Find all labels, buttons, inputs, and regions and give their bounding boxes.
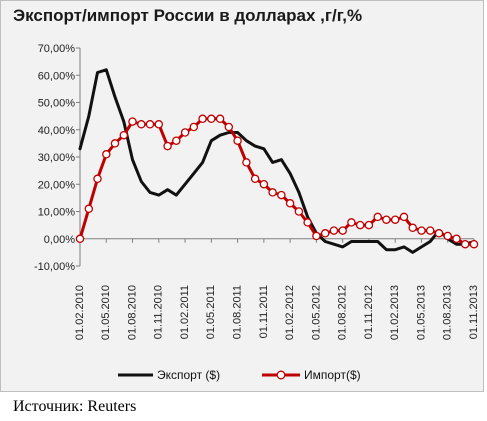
x-tick-label: 01.02.2012	[284, 285, 296, 340]
x-tick-label: 01.05.2013	[415, 285, 427, 340]
y-tick-label: 40,00%	[38, 125, 76, 137]
import-data-point	[137, 120, 146, 129]
legend-import-label: Импорт($)	[304, 368, 361, 382]
y-tick-label: 20,00%	[38, 179, 76, 191]
legend-import-marker	[276, 370, 286, 380]
import-data-point	[84, 204, 94, 214]
import-data-point	[364, 220, 374, 230]
import-data-point	[425, 226, 435, 235]
y-tick-label: 30,00%	[38, 152, 76, 164]
x-tick-label: 01.05.2010	[100, 285, 112, 340]
import-data-point	[373, 212, 382, 222]
import-data-point	[329, 226, 339, 235]
series-layer	[75, 68, 479, 254]
import-data-point	[434, 229, 444, 238]
import-data-point	[469, 239, 479, 249]
x-tick-label: 01.05.2011	[205, 285, 217, 339]
import-data-point	[242, 158, 251, 167]
y-tick-label: 50,00%	[38, 98, 76, 110]
x-tick-label: 01.11.2012	[363, 285, 375, 339]
import-data-point	[224, 122, 234, 132]
x-tick-label: 01.08.2012	[337, 285, 349, 340]
x-tick-label: 01.11.2011	[258, 285, 270, 338]
import-data-point	[102, 150, 111, 159]
import-data-point	[259, 179, 269, 189]
x-tick-label: 01.08.2013	[442, 285, 454, 340]
chart-title: Экспорт/импорт России в долларах ,г/г,%	[13, 6, 363, 25]
import-data-point	[452, 234, 461, 244]
y-tick-label: -10,00%	[34, 261, 75, 273]
import-data-point	[294, 207, 304, 216]
y-tick-label: 0,00%	[44, 234, 75, 246]
import-data-point	[417, 226, 426, 235]
import-data-point	[320, 229, 330, 238]
x-tick-label: 01.02.2013	[389, 285, 401, 340]
import-data-point	[207, 114, 216, 124]
import-data-point	[128, 117, 137, 126]
import-data-point	[154, 120, 164, 129]
import-data-point	[355, 220, 365, 230]
line-chart: -10,00% 0,00% 10,00% 20,00% 30,00% 40,00% 50,0…	[34, 43, 480, 382]
x-tick-label: 01.08.2011	[232, 285, 244, 339]
import-data-point	[119, 130, 129, 140]
import-data-point	[338, 226, 347, 235]
import-data-point	[110, 139, 120, 148]
x-axis: 01.02.2010 01.05.2010 01.08.2010 01.11.2010…	[74, 238, 480, 340]
import-data-point	[180, 128, 190, 137]
y-tick-label: 60,00%	[38, 70, 76, 82]
import-data-point	[145, 120, 155, 129]
source-note: Источник: Reuters	[13, 398, 137, 415]
import-data-point	[390, 215, 400, 224]
x-tick-label: 01.11.2013	[468, 285, 480, 339]
import-data-point	[233, 136, 242, 145]
import-data-point	[460, 239, 470, 249]
chart-panel: Экспорт/импорт России в долларах ,г/г,%	[0, 0, 484, 392]
export-series-line	[78, 68, 476, 254]
x-tick-label: 01.02.2011	[179, 285, 191, 339]
import-data-point	[399, 212, 409, 222]
import-data-point	[443, 231, 452, 241]
import-data-point	[163, 141, 172, 151]
import-data-point	[172, 136, 181, 145]
legend: Экспорт ($) Импорт($)	[118, 368, 361, 382]
import-series-line	[78, 117, 476, 246]
import-data-point	[347, 218, 356, 227]
import-data-point	[408, 223, 417, 233]
import-data-point	[189, 122, 199, 132]
import-data-point	[285, 199, 295, 208]
x-tick-label: 01.08.2010	[126, 285, 138, 340]
x-tick-label: 01.05.2012	[310, 285, 322, 340]
import-data-point	[312, 231, 321, 241]
import-data-point	[382, 215, 391, 224]
y-tick-label: 70,00%	[38, 43, 76, 55]
import-data-point	[277, 190, 286, 200]
import-data-point	[268, 188, 277, 197]
x-tick-label: 01.11.2010	[153, 285, 165, 339]
import-data-point	[303, 218, 312, 227]
import-data-point	[93, 174, 102, 184]
import-data-point	[198, 114, 207, 124]
import-data-point	[250, 174, 260, 184]
import-data-point	[215, 114, 225, 124]
y-axis: -10,00% 0,00% 10,00% 20,00% 30,00% 40,00% 50,0…	[34, 43, 81, 273]
import-data-point	[75, 234, 85, 244]
x-tick-label: 01.02.2010	[74, 285, 86, 340]
y-tick-label: 10,00%	[38, 207, 76, 219]
legend-export-label: Экспорт ($)	[157, 368, 220, 382]
